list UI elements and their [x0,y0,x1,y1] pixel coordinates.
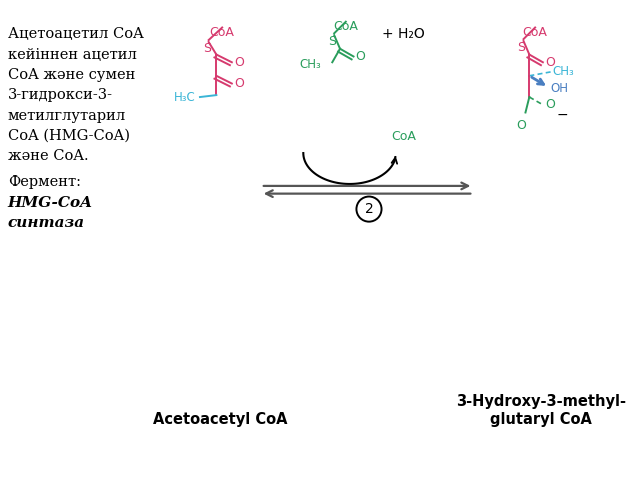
Text: + H₂O: + H₂O [381,27,424,41]
Text: −: − [556,108,568,121]
Text: H₃C: H₃C [174,91,196,104]
Text: O: O [234,56,244,69]
Text: CH₃: CH₃ [552,65,574,78]
Text: CoA және сумен: CoA және сумен [8,68,135,82]
Text: 3-Hydroxy-3-methyl-
glutaryl CoA: 3-Hydroxy-3-methyl- glutaryl CoA [456,394,626,427]
Text: O: O [545,98,555,111]
Text: CoA: CoA [391,131,416,144]
Text: Фермент:: Фермент: [8,175,81,189]
Text: CoA: CoA [210,25,235,38]
Text: CH₃: CH₃ [299,58,321,71]
Text: O: O [545,56,555,69]
Text: OH: OH [550,82,568,95]
Text: O: O [516,119,527,132]
Text: HMG-CoA: HMG-CoA [8,195,93,210]
Text: S: S [203,42,211,55]
Text: CoA (HMG-CoA): CoA (HMG-CoA) [8,129,130,143]
Text: метилглутарил: метилглутарил [8,108,126,122]
Text: 3-гидрокси-3-: 3-гидрокси-3- [8,88,113,102]
Text: синтаза: синтаза [8,216,85,230]
Text: Ацетоацетил CoA: Ацетоацетил CoA [8,27,143,41]
Text: Acetoacetyl CoA: Acetoacetyl CoA [153,412,287,427]
Text: кейіннен ацетил: кейіннен ацетил [8,48,136,62]
Text: CoA: CoA [333,20,358,33]
Text: O: O [355,50,365,63]
Text: S: S [328,35,336,48]
Text: S: S [518,41,525,54]
Text: және CoA.: және CoA. [8,149,88,163]
Text: O: O [234,77,244,90]
Text: CoA: CoA [523,25,548,38]
Text: 2: 2 [365,202,373,216]
